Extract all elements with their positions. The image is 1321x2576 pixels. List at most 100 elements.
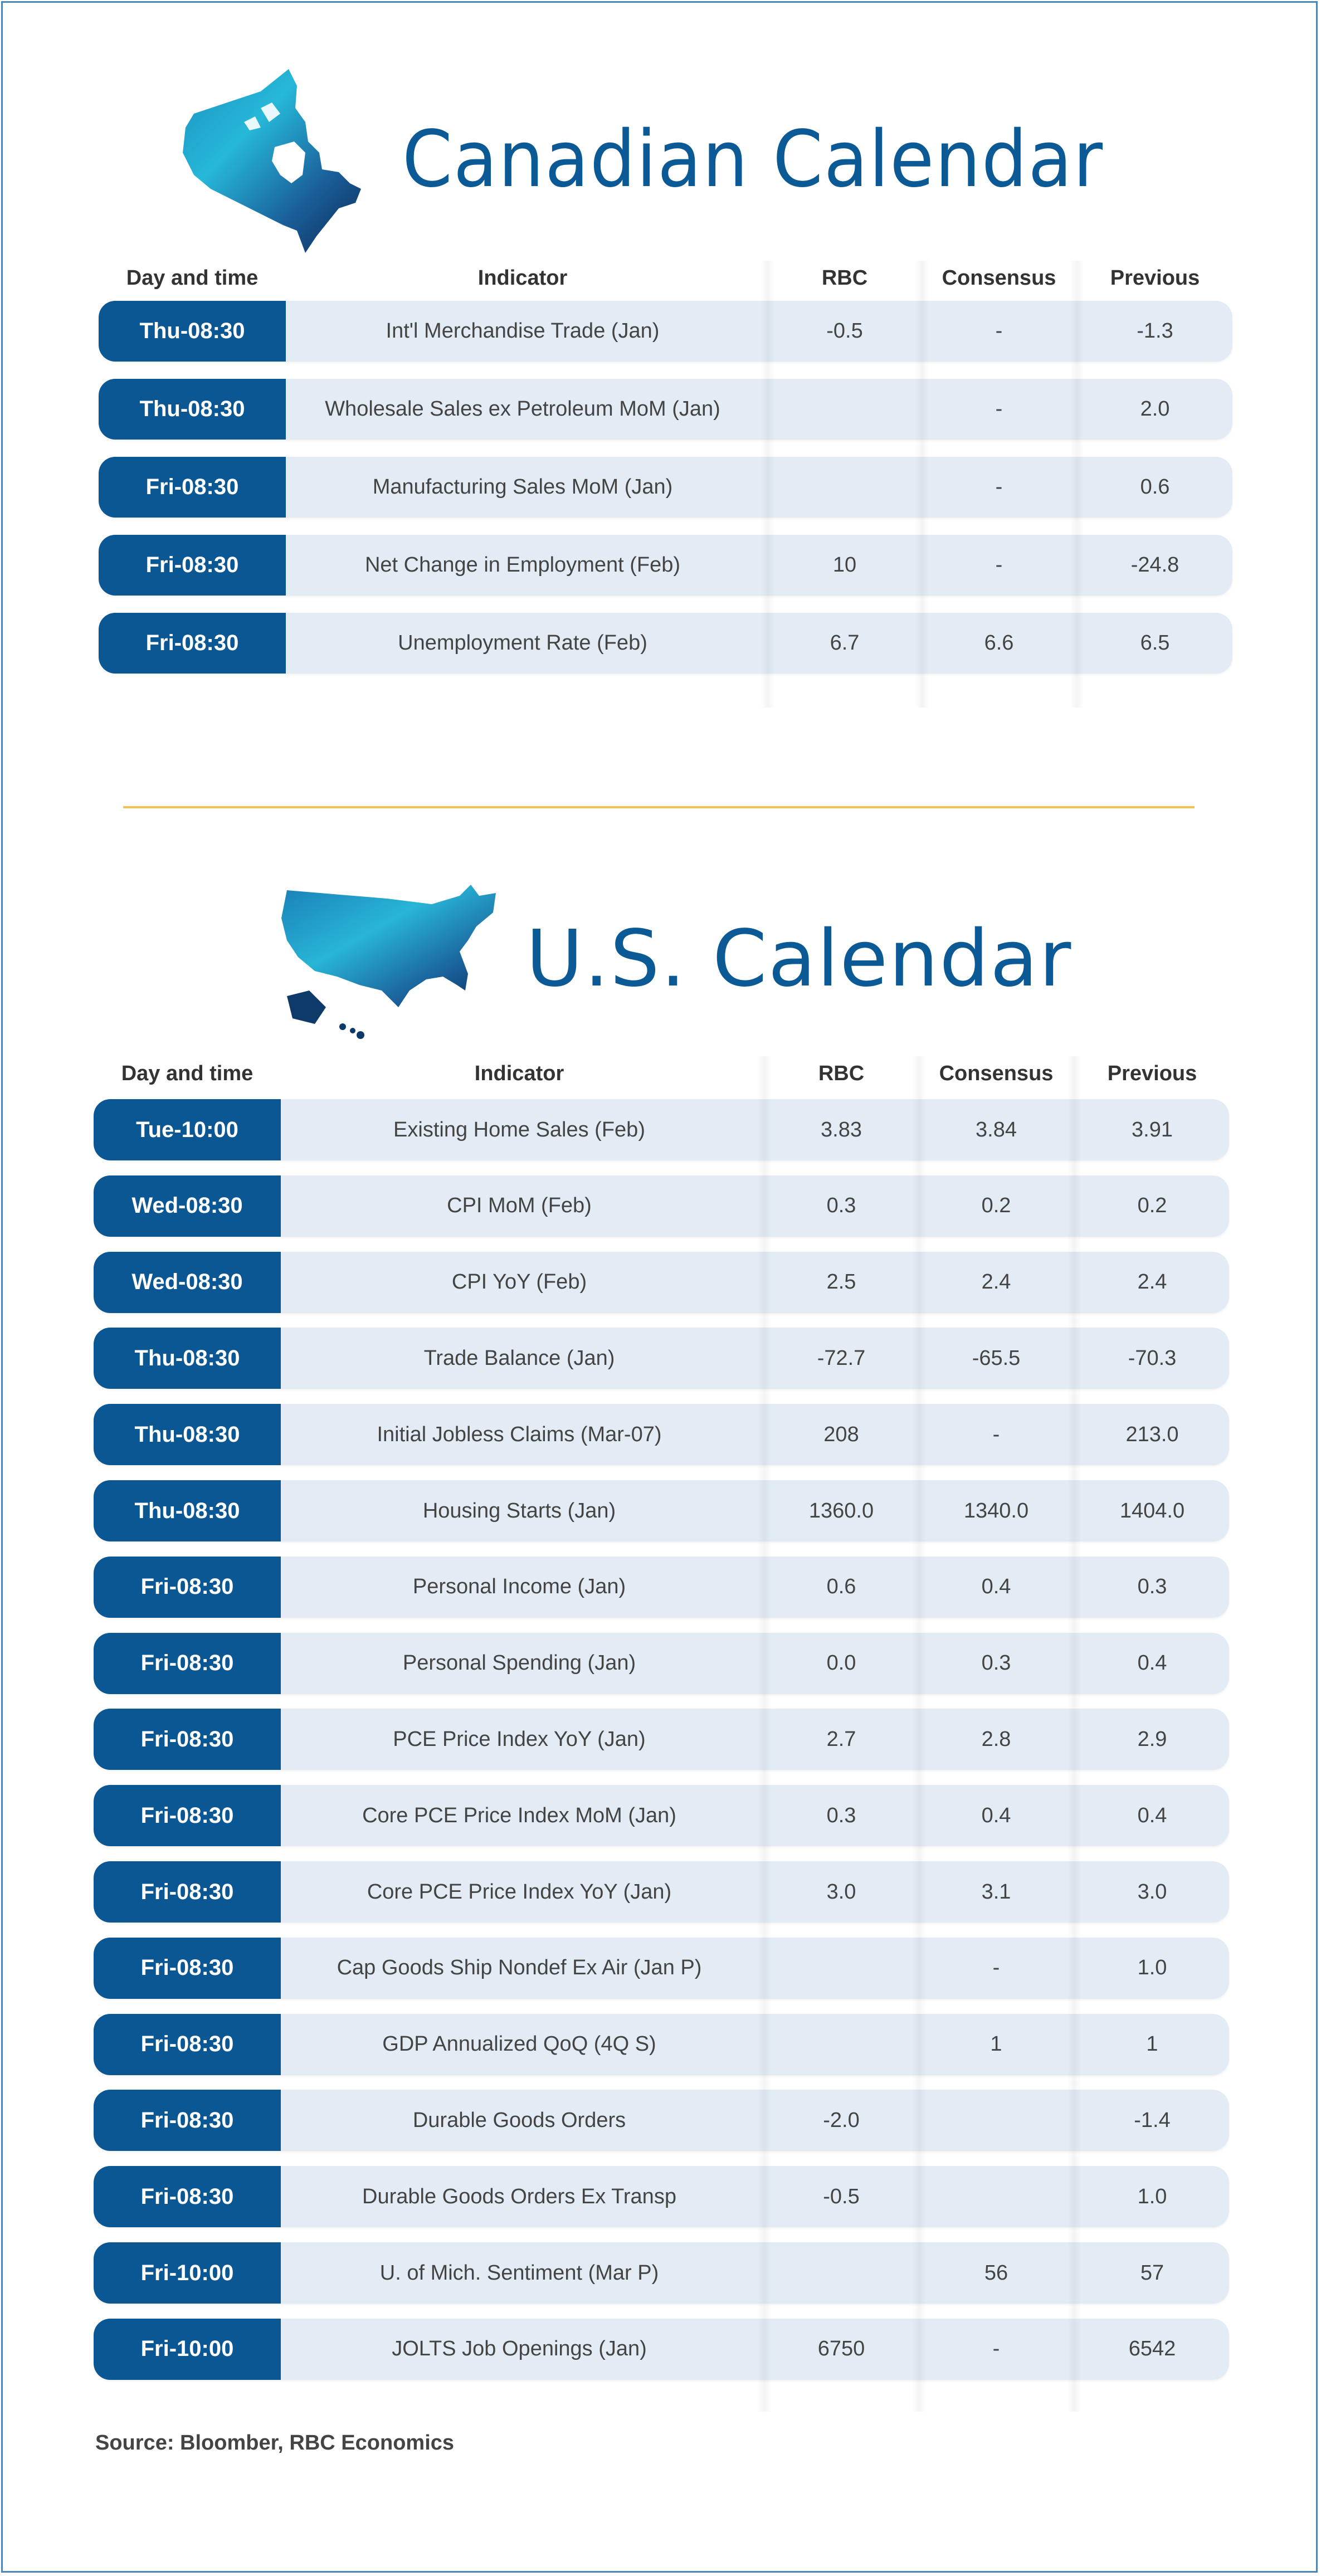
indicator-cell: Int'l Merchandise Trade (Jan) [386,319,660,343]
rbc-cell: 2.5 [826,1270,856,1294]
rbc-cell: 3.0 [826,1880,856,1904]
rbc-cell: 6750 [817,2337,865,2361]
section-divider [123,806,1195,808]
rbc-cell: 0.0 [826,1651,856,1675]
indicator-cell: Core PCE Price Index YoY (Jan) [367,1880,672,1904]
day-time-cell: Thu-08:30 [94,1480,281,1541]
consensus-cell: - [995,397,1003,421]
canada-map-icon [183,69,361,253]
table-row: Fri-08:30 Durable Goods Orders -2.0 -1.4 [94,2090,1229,2151]
day-time-cell: Fri-10:00 [94,2318,281,2380]
previous-cell: 1.0 [1137,1956,1167,1980]
consensus-cell: - [995,553,1003,577]
consensus-cell: - [995,319,1003,343]
column-header-previous: Previous [1107,1062,1197,1085]
indicator-cell: CPI MoM (Feb) [447,1194,592,1218]
day-time-cell: Thu-08:30 [94,1404,281,1466]
consensus-cell: 0.4 [981,1575,1011,1599]
indicator-cell: CPI YoY (Feb) [451,1270,587,1294]
day-time-cell: Fri-08:30 [99,535,286,596]
table-row: Thu-08:30 Int'l Merchandise Trade (Jan) -0… [99,301,1232,362]
day-time-cell: Fri-08:30 [94,2090,281,2151]
previous-cell: 0.4 [1137,1803,1167,1827]
indicator-cell: Manufacturing Sales MoM (Jan) [372,475,673,499]
consensus-cell: 3.84 [976,1118,1017,1141]
rbc-cell: 0.3 [826,1803,856,1827]
day-time-cell: Fri-08:30 [94,1785,281,1847]
indicator-cell: Trade Balance (Jan) [423,1346,615,1370]
table-row: Fri-08:30 GDP Annualized QoQ (4Q S) 1 1 [94,2013,1229,2075]
table-row: Wed-08:30 CPI MoM (Feb) 0.3 0.2 0.2 [94,1175,1229,1237]
indicator-cell: PCE Price Index YoY (Jan) [393,1727,646,1751]
day-time-cell: Fri-08:30 [99,613,286,674]
consensus-cell: - [992,1422,1000,1446]
table-row: Fri-08:30 Unemployment Rate (Feb) 6.7 6.6 6.… [99,613,1232,674]
previous-cell: 2.9 [1137,1727,1167,1751]
day-time-cell: Thu-08:30 [99,379,286,440]
consensus-cell: - [992,2337,1000,2361]
rbc-cell: 1360.0 [808,1499,874,1523]
consensus-cell: -65.5 [972,1346,1021,1370]
rbc-cell: -72.7 [817,1346,866,1370]
previous-cell: 3.91 [1132,1118,1173,1141]
previous-cell: 1404.0 [1119,1499,1185,1523]
column-header-day: Day and time [126,266,259,290]
indicator-cell: Durable Goods Orders Ex Transp [362,2184,676,2208]
previous-cell: -1.3 [1137,319,1173,343]
indicator-cell: Durable Goods Orders [412,2108,626,2132]
indicator-cell: Existing Home Sales (Feb) [393,1118,645,1141]
day-time-cell: Wed-08:30 [94,1251,281,1313]
table-row: Thu-08:30 Housing Starts (Jan) 1360.0 1340.… [94,1480,1229,1541]
indicator-cell: Wholesale Sales ex Petroleum MoM (Jan) [325,397,720,421]
indicator-cell: U. of Mich. Sentiment (Mar P) [379,2261,659,2285]
table-row: Tue-10:00 Existing Home Sales (Feb) 3.83 3.… [94,1099,1229,1160]
day-time-cell: Wed-08:30 [94,1175,281,1237]
table-row: Fri-10:00 U. of Mich. Sentiment (Mar P) 56… [94,2242,1229,2304]
table-row: Fri-08:30 Core PCE Price Index MoM (Jan) 0… [94,1785,1229,1847]
previous-cell: 0.4 [1137,1651,1167,1675]
day-time-cell: Fri-08:30 [94,1861,281,1923]
previous-cell: 1 [1146,2032,1158,2056]
us-calendar-title: U.S. Calendar [526,914,1073,1004]
rbc-cell: -0.5 [823,2184,860,2208]
table-row: Fri-08:30 Durable Goods Orders Ex Transp -… [94,2166,1229,2228]
us-map-icon [281,885,496,1039]
consensus-cell: 2.8 [981,1727,1011,1751]
previous-cell: 213.0 [1125,1422,1179,1446]
previous-cell: 2.4 [1137,1270,1167,1294]
previous-cell: -24.8 [1130,553,1179,577]
indicator-cell: Personal Spending (Jan) [402,1651,636,1675]
consensus-cell: 0.3 [981,1651,1011,1675]
rbc-cell: 0.6 [826,1575,856,1599]
consensus-cell: - [995,475,1003,499]
column-header-rbc: RBC [821,266,868,290]
consensus-cell: 0.2 [981,1194,1011,1218]
previous-cell: 6542 [1128,2337,1176,2361]
table-row: Fri-08:30 PCE Price Index YoY (Jan) 2.7 2.8… [94,1709,1229,1770]
table-row: Fri-08:30 Net Change in Employment (Feb) 1… [99,535,1232,596]
previous-cell: 3.0 [1137,1880,1167,1904]
consensus-cell: - [992,1956,1000,1980]
previous-cell: 57 [1140,2261,1164,2285]
day-time-cell: Thu-08:30 [99,301,286,362]
table-row: Fri-10:00 JOLTS Job Openings (Jan) 6750 - 65… [94,2318,1229,2380]
previous-cell: 0.3 [1137,1575,1167,1599]
previous-cell: -70.3 [1128,1346,1177,1370]
consensus-cell: 2.4 [981,1270,1011,1294]
day-time-cell: Fri-08:30 [99,457,286,518]
rbc-cell: -2.0 [823,2108,860,2132]
canadian-calendar-title: Canadian Calendar [402,114,1104,205]
table-row: Fri-08:30 Personal Spending (Jan) 0.0 0.3 0.… [94,1632,1229,1694]
column-header-day: Day and time [121,1062,254,1085]
day-time-cell: Fri-08:30 [94,1632,281,1694]
rbc-cell: 2.7 [826,1727,856,1751]
indicator-cell: JOLTS Job Openings (Jan) [392,2337,647,2361]
previous-cell: 0.2 [1137,1194,1167,1218]
indicator-cell: GDP Annualized QoQ (4Q S) [382,2032,656,2056]
previous-cell: -1.4 [1134,2108,1171,2132]
column-header-consensus: Consensus [939,1062,1054,1085]
indicator-cell: Cap Goods Ship Nondef Ex Air (Jan P) [337,1956,702,1980]
indicator-cell: Net Change in Employment (Feb) [364,553,681,577]
consensus-cell: 0.4 [981,1803,1011,1827]
